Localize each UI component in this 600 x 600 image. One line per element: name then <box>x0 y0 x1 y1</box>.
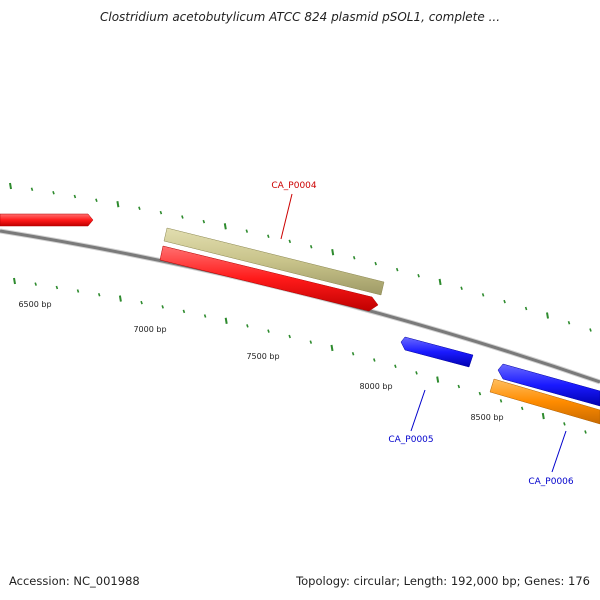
minor-tick <box>202 219 206 224</box>
minor-tick <box>457 384 461 389</box>
gene-ca-p0006[interactable] <box>489 378 600 425</box>
major-tick <box>331 249 335 256</box>
major-tick <box>223 223 227 230</box>
minor-tick <box>415 371 418 375</box>
major-tick <box>330 344 334 352</box>
minor-tick <box>203 314 207 318</box>
minor-tick <box>520 406 524 411</box>
minor-tick <box>140 300 143 305</box>
gene-label-ca-p0005[interactable]: CA_P0005 <box>388 435 433 445</box>
position-label: 7500 bp <box>246 352 279 361</box>
minor-tick <box>182 309 186 314</box>
major-tick <box>116 201 120 208</box>
minor-tick <box>589 328 592 332</box>
major-tick <box>224 317 228 324</box>
minor-tick <box>97 292 101 297</box>
minor-tick <box>161 305 164 309</box>
major-tick <box>436 376 440 383</box>
minor-tick <box>138 206 141 211</box>
minor-tick <box>351 352 355 356</box>
map-title: Clostridium acetobutylicum ATCC 824 plas… <box>99 10 501 24</box>
minor-tick <box>563 422 566 426</box>
accession-text: Accession: NC_001988 <box>9 574 140 588</box>
minor-tick <box>95 198 98 203</box>
gene-ca-p0004-khaki[interactable] <box>163 227 385 296</box>
minor-tick <box>309 244 313 249</box>
major-tick <box>13 277 16 285</box>
minor-tick <box>76 289 80 293</box>
minor-tick <box>394 364 397 369</box>
minor-tick <box>352 256 356 260</box>
minor-tick <box>584 430 587 434</box>
leader-ca-p0006 <box>551 430 567 473</box>
minor-tick <box>246 324 249 328</box>
major-tick <box>118 295 122 302</box>
minor-tick <box>30 187 34 192</box>
minor-tick <box>373 358 376 362</box>
gene-ca-p0005[interactable] <box>400 336 474 368</box>
gene-label-ca-p0004[interactable]: CA_P0004 <box>271 181 317 191</box>
minor-tick <box>503 299 506 304</box>
summary-text: Topology: circular; Length: 192,000 bp; … <box>296 574 590 588</box>
gene-ca-p0006-blue[interactable] <box>497 363 600 407</box>
minor-tick <box>267 234 270 238</box>
minor-tick <box>395 267 399 272</box>
minor-tick <box>288 239 292 244</box>
minor-tick <box>181 215 184 219</box>
minor-tick <box>288 334 291 339</box>
minor-tick <box>460 286 463 291</box>
minor-tick <box>374 261 377 266</box>
minor-tick <box>267 329 270 333</box>
minor-tick <box>52 191 55 195</box>
minor-tick <box>34 282 37 286</box>
position-label: 6500 bp <box>18 300 51 309</box>
minor-tick <box>417 273 420 278</box>
minor-tick <box>73 194 77 199</box>
outer-tick-marks <box>9 182 592 332</box>
inner-tick-marks <box>13 277 587 434</box>
position-label: 7000 bp <box>133 325 166 334</box>
gene-ca-p0004[interactable] <box>159 245 379 312</box>
minor-tick <box>55 285 59 290</box>
major-tick <box>541 412 545 420</box>
position-label: 8000 bp <box>359 382 392 391</box>
major-tick <box>9 182 12 190</box>
minor-tick <box>309 340 313 344</box>
minor-tick <box>245 229 249 233</box>
minor-tick <box>567 320 571 325</box>
leader-ca-p0005 <box>410 389 426 432</box>
leader-ca-p0004 <box>280 193 293 240</box>
minor-tick <box>159 210 163 215</box>
plasmid-backbone <box>0 228 600 385</box>
position-label: 8500 bp <box>470 413 503 422</box>
gene-1[interactable] <box>0 192 96 247</box>
minor-tick <box>478 391 482 396</box>
minor-tick <box>499 399 503 403</box>
plasmid-backbone-core <box>0 229 600 384</box>
major-tick <box>546 312 549 319</box>
minor-tick <box>524 306 528 311</box>
minor-tick <box>481 293 485 297</box>
major-tick <box>438 278 442 286</box>
gene-label-ca-p0006[interactable]: CA_P0006 <box>528 477 574 487</box>
